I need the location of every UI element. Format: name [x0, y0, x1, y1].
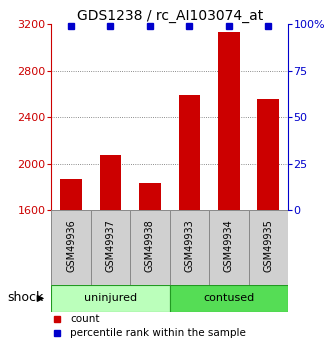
Bar — [100, 155, 121, 210]
Bar — [178, 95, 200, 210]
Text: GSM49935: GSM49935 — [263, 220, 273, 273]
Text: shock: shock — [8, 290, 44, 304]
Text: GSM49933: GSM49933 — [184, 220, 194, 273]
Title: GDS1238 / rc_AI103074_at: GDS1238 / rc_AI103074_at — [76, 9, 263, 23]
Text: GSM49938: GSM49938 — [145, 220, 155, 273]
Bar — [130, 210, 169, 285]
Text: GSM49937: GSM49937 — [106, 220, 116, 273]
Bar — [258, 99, 279, 210]
Bar — [60, 179, 82, 210]
Bar — [91, 210, 130, 285]
Bar — [218, 32, 240, 210]
Bar — [139, 183, 161, 210]
Bar — [169, 285, 288, 312]
Bar — [51, 285, 169, 312]
Bar — [169, 210, 209, 285]
Text: uninjured: uninjured — [84, 294, 137, 303]
Bar — [209, 210, 249, 285]
Text: GSM49934: GSM49934 — [224, 220, 234, 273]
Bar — [51, 210, 91, 285]
Text: GSM49936: GSM49936 — [66, 220, 76, 273]
Bar — [249, 210, 288, 285]
Text: contused: contused — [203, 294, 255, 303]
Text: percentile rank within the sample: percentile rank within the sample — [70, 328, 246, 338]
Text: count: count — [70, 314, 100, 324]
